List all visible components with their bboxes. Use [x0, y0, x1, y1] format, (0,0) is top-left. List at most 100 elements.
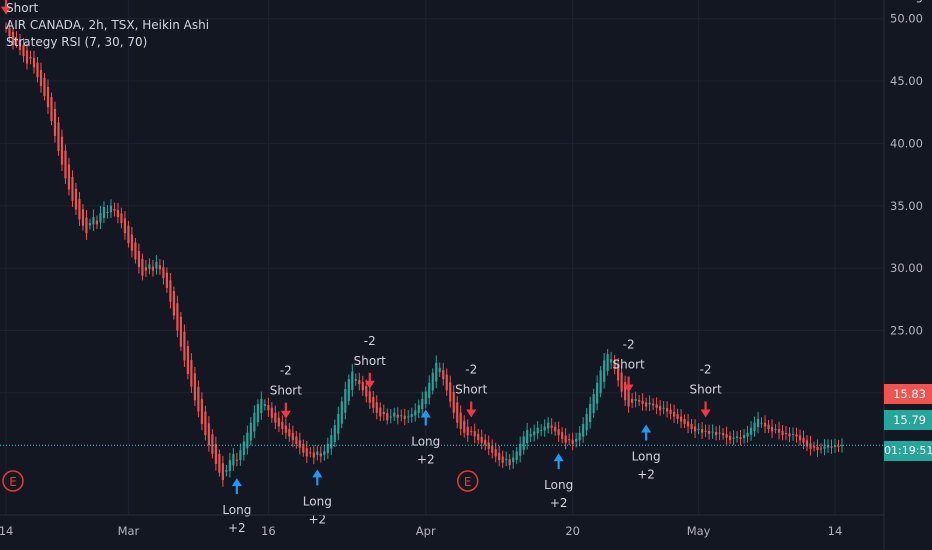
- candle-body: [494, 449, 497, 457]
- candle-body: [232, 453, 235, 466]
- candle-body: [721, 433, 725, 436]
- y-tick-label: 25.00: [890, 323, 923, 337]
- candle-body: [183, 331, 186, 361]
- candle-body: [603, 360, 606, 382]
- candle-body: [519, 443, 522, 456]
- candle-body: [606, 354, 609, 372]
- candle-body: [130, 234, 134, 251]
- candle-body: [435, 362, 438, 382]
- candle-body: [683, 419, 686, 424]
- x-tick-label: Mar: [118, 524, 140, 538]
- candle-body: [32, 57, 36, 68]
- candle-body: [148, 264, 151, 269]
- legend-symbol[interactable]: AIR CANADA, 2h, TSX, Heikin Ashi: [6, 18, 210, 32]
- candle-body: [99, 213, 102, 223]
- long-label: Long: [222, 503, 251, 517]
- candle-body: [137, 250, 141, 267]
- long-qty: +2: [900, 0, 918, 3]
- short-label: Short: [354, 354, 386, 368]
- candle-body: [480, 437, 483, 443]
- y-tick-label: 40.00: [890, 136, 923, 150]
- candle-body: [18, 39, 22, 50]
- candle-body: [169, 280, 172, 302]
- candle-body: [564, 435, 567, 443]
- candle-body: [57, 122, 60, 151]
- candle-body: [60, 136, 64, 165]
- candle-body: [193, 373, 196, 401]
- short-label: Short: [455, 382, 487, 396]
- bar-countdown-tag: 01:19:51: [884, 441, 932, 461]
- candle-body: [407, 416, 410, 418]
- candle-body: [550, 425, 553, 428]
- short-arrow-head: [1, 6, 11, 15]
- candle-body: [652, 403, 655, 406]
- candle-body: [728, 435, 732, 441]
- candle-body: [687, 421, 690, 427]
- chart-legend: Short AIR CANADA, 2h, TSX, Heikin Ashi S…: [6, 0, 209, 51]
- candle-body: [218, 453, 221, 473]
- candle-body: [596, 382, 599, 404]
- candle-body: [340, 401, 343, 424]
- x-tick-label: Apr: [416, 524, 436, 538]
- candle-body: [102, 206, 106, 218]
- short-qty: -2: [364, 334, 376, 348]
- candle-body: [798, 435, 802, 441]
- candle-body: [337, 413, 340, 434]
- candle-body: [700, 428, 704, 433]
- candle-body: [298, 440, 301, 448]
- candle-body: [620, 372, 623, 392]
- long-label: Long: [411, 435, 440, 449]
- candle-body: [15, 38, 18, 42]
- candle-body: [781, 430, 784, 436]
- candle-body: [417, 405, 420, 413]
- long-qty: +2: [637, 468, 655, 482]
- y-tick-label: 30.00: [890, 261, 923, 275]
- candle-body: [760, 422, 763, 424]
- candle-body: [477, 433, 480, 441]
- candle-body: [239, 450, 242, 460]
- candle-body: [421, 399, 424, 410]
- short-arrow-head: [364, 380, 375, 389]
- candle-body: [162, 267, 165, 279]
- earnings-label: E: [9, 475, 17, 489]
- candle-body: [673, 411, 676, 417]
- candle-body: [533, 431, 536, 436]
- candle-body: [123, 218, 127, 234]
- candle-body: [305, 448, 308, 457]
- y-tick-label: 35.00: [890, 199, 923, 213]
- candle-body: [396, 414, 399, 418]
- x-tick-label: May: [687, 524, 711, 538]
- candle-body: [186, 346, 189, 375]
- candle-body: [382, 412, 385, 414]
- candle-body: [64, 150, 67, 179]
- candle-body: [36, 62, 39, 78]
- candle-body: [375, 402, 378, 413]
- candle-body: [106, 211, 109, 213]
- short-arrow-head: [280, 410, 291, 419]
- candle-body: [127, 225, 130, 244]
- candle-body: [284, 425, 287, 433]
- candle-body: [207, 423, 210, 446]
- candle-body: [403, 415, 406, 419]
- candle-body: [242, 441, 245, 456]
- candle-body: [449, 382, 452, 402]
- candle-body: [176, 303, 179, 331]
- earnings-label: E: [464, 475, 472, 489]
- candle-body: [812, 446, 816, 448]
- candle-body: [756, 418, 760, 427]
- candle-body: [295, 436, 298, 444]
- candle-body: [638, 399, 641, 402]
- candle-body: [704, 430, 707, 432]
- candle-body: [347, 379, 350, 401]
- candle-body: [522, 436, 525, 450]
- candle-body: [200, 399, 203, 424]
- x-axis[interactable]: 14Mar16Apr20May14Jun15Jul20Aug: [0, 524, 932, 538]
- candle-body: [463, 420, 466, 433]
- candle-body: [431, 372, 434, 391]
- candle-body: [666, 407, 669, 412]
- candle-body: [641, 400, 644, 405]
- candle-body: [204, 411, 207, 436]
- legend-study[interactable]: Strategy RSI (7, 30, 70): [6, 35, 148, 49]
- candle-body: [442, 370, 445, 380]
